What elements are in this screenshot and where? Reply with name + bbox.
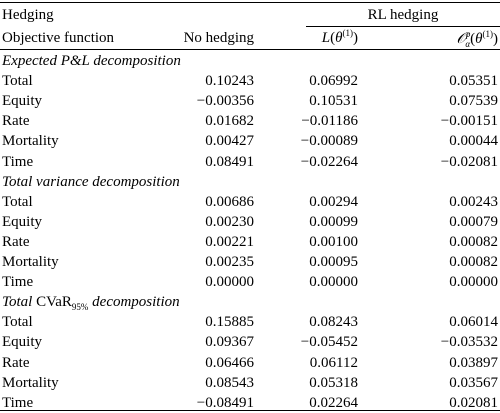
table-row: Rate 0.00221 0.00100 0.00082 [0,232,500,252]
o-alpha-theta-value: 0.00079 [449,213,498,230]
table-row: Time 0.08491 −0.02264 −0.02081 [0,152,500,172]
table-row: Time −0.08491 0.02264 0.02081 [0,393,500,413]
o-alpha-theta-value: 0.03897 [449,354,498,371]
row-label: Equity [2,213,42,230]
rl-hedging-rule [306,26,500,27]
header-bottom-rule [0,49,500,50]
row-label: Mortality [2,254,59,270]
row-label: Equity [2,334,42,351]
l-theta-value: 0.08243 [309,314,358,331]
table-row: Mortality 0.08543 0.05318 0.03567 [0,373,500,393]
o-alpha-theta-value: 0.00082 [449,233,498,250]
no-hedging-value: 0.00686 [205,193,254,210]
no-hedging-value: 0.00221 [205,233,254,250]
row-label: Time [2,394,34,411]
table-row: Time 0.00000 0.00000 0.00000 [0,272,500,292]
rl-hedging-header: RL hedging [367,7,439,23]
o-alpha-theta-value: −0.02081 [440,153,498,170]
l-theta-value: 0.06992 [309,73,358,90]
table-row: Mortality 0.00427 −0.00089 0.00044 [0,131,500,151]
no-hedging-value: 0.00427 [205,133,254,150]
table-row: Equity 0.00230 0.00099 0.00079 [0,212,500,232]
o-alpha-theta-value: 0.00044 [449,133,498,150]
no-hedging-value: −0.00356 [196,93,254,110]
no-hedging-value: 0.00230 [205,213,254,230]
l-theta-value: −0.00089 [300,133,358,150]
row-label: Mortality [2,133,59,150]
o-alpha-theta-value: 0.05351 [449,73,498,90]
section-title: Total variance decomposition [2,173,180,190]
no-hedging-value: 0.10243 [205,73,254,90]
objective-function-header: Objective function [2,30,115,46]
top-rule [0,2,500,3]
l-theta-value: −0.01186 [301,113,358,130]
section-heading: Total CVaR95% decomposition [0,292,500,312]
l-theta-value: −0.02264 [300,153,358,170]
header-row-1: Hedging RL hedging [0,5,500,25]
row-label: Time [2,153,34,170]
table-row: Rate 0.06466 0.06112 0.03897 [0,353,500,373]
header-row-2: Objective function No hedging L(θ(1)) 𝒪p… [0,28,500,49]
o-alpha-theta-value: 0.00000 [449,274,498,291]
no-hedging-value: 0.08543 [205,374,254,391]
row-label: Total [2,73,33,90]
table-row: Total 0.10243 0.06992 0.05351 [0,71,500,91]
o-alpha-theta-value: 0.00243 [449,193,498,210]
o-alpha-theta-value: 0.03567 [449,374,498,391]
hedging-header: Hedging [2,7,54,23]
table-row: Mortality 0.00235 0.00095 0.00082 [0,252,500,272]
row-label: Total [2,193,33,210]
o-alpha-theta-value: 0.00082 [449,254,498,270]
no-hedging-value: 0.15885 [205,314,254,331]
section-heading: Total variance decomposition [0,172,500,192]
table-row: Equity −0.00356 0.10531 0.07539 [0,91,500,111]
o-alpha-theta-value: 0.02081 [449,394,498,411]
row-label: Equity [2,93,42,110]
no-hedging-value: 0.06466 [205,354,254,371]
l-theta-value: 0.00000 [309,274,358,291]
row-label: Total [2,314,33,331]
no-hedging-value: 0.09367 [205,334,254,351]
section-title: Expected P&L decomposition [2,53,181,69]
section-heading: Expected P&L decomposition [0,51,500,71]
table-row: Rate 0.01682 −0.01186 −0.00151 [0,111,500,131]
no-hedging-value: −0.08491 [196,394,254,411]
l-theta-value: 0.00095 [309,254,358,270]
l-theta-value: 0.02264 [309,394,358,411]
l-theta-value: 0.00099 [309,213,358,230]
row-label: Rate [2,354,30,371]
l-theta-value: 0.00294 [309,193,358,210]
o-alpha-theta-value: 0.07539 [449,93,498,110]
o-alpha-theta-header: 𝒪pα(θ(1)) [456,29,498,49]
l-theta-value: 0.06112 [309,354,358,371]
l-theta-value: −0.05452 [300,334,358,351]
l-theta-header: L(θ(1)) [321,28,358,47]
section-title: Total CVaR95% decomposition [2,294,180,313]
row-label: Time [2,274,34,291]
table-row: Total 0.15885 0.08243 0.06014 [0,312,500,332]
table-row: Equity 0.09367 −0.05452 −0.03532 [0,332,500,352]
no-hedging-value: 0.01682 [205,113,254,130]
no-hedging-value: 0.00235 [205,254,254,270]
o-alpha-theta-value: −0.00151 [440,113,498,130]
o-alpha-theta-value: 0.06014 [449,314,498,331]
bottom-rule [0,410,500,411]
row-label: Rate [2,233,30,250]
l-theta-value: 0.00100 [309,233,358,250]
no-hedging-value: 0.08491 [205,153,254,170]
o-alpha-theta-value: −0.03532 [440,334,498,351]
no-hedging-value: 0.00000 [205,274,254,291]
l-theta-value: 0.05318 [309,374,358,391]
table-row: Total 0.00686 0.00294 0.00243 [0,192,500,212]
l-theta-value: 0.10531 [309,93,358,110]
row-label: Rate [2,113,30,130]
row-label: Mortality [2,374,59,391]
no-hedging-header: No hedging [183,30,254,46]
